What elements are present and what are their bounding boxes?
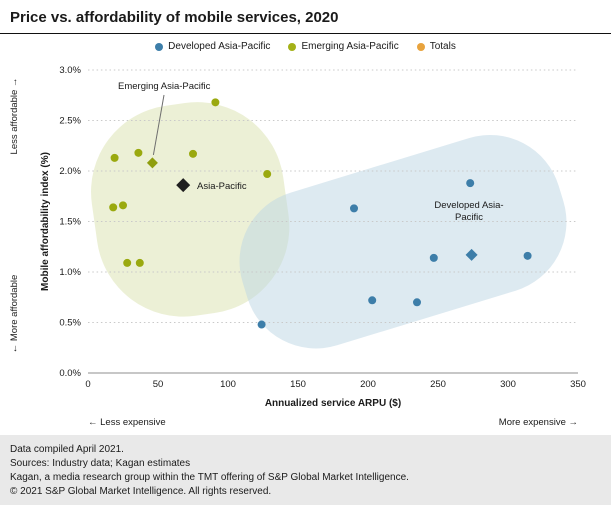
point-emerging-asia-pacific [134, 148, 143, 157]
total-marker-emerging-asia-pacific [146, 157, 158, 169]
legend-marker-emerging-icon [288, 42, 297, 51]
point-developed-asia-pacific [466, 179, 475, 188]
point-developed-asia-pacific [523, 251, 532, 260]
point-emerging-asia-pacific [119, 201, 127, 210]
point-developed-asia-pacific [368, 296, 377, 305]
total-marker-developed-asia-pacific [465, 248, 478, 261]
point-emerging-asia-pacific [135, 258, 144, 267]
x-tick-label: 50 [153, 379, 164, 390]
point-emerging-asia-pacific [123, 258, 132, 267]
x-axis-title: Annualized service ARPU ($) [265, 398, 401, 409]
x-axis-note-right: More expensive → [499, 417, 578, 428]
x-tick-label: 300 [500, 379, 516, 390]
y-axis-note-top: Less affordable → [9, 78, 20, 155]
point-emerging-asia-pacific [263, 170, 272, 179]
point-emerging-asia-pacific [109, 203, 118, 212]
y-axis-title: Mobile affordability index (%) [40, 152, 51, 291]
annotation-label: Pacific [455, 212, 483, 223]
legend-label-emerging: Emerging Asia-Pacific [301, 41, 399, 52]
total-marker-asia-pacific [176, 178, 191, 193]
footer-note-copyright: © 2021 S&P Global Market Intelligence. A… [10, 486, 272, 497]
x-tick-label: 150 [290, 379, 306, 390]
legend-label-totals: Totals [429, 41, 456, 52]
y-tick-label: 1.0% [59, 267, 81, 278]
legend-item-totals: Totals [416, 41, 456, 52]
x-tick-label: 350 [570, 379, 586, 390]
x-axis-note-left: ← Less expensive [88, 417, 166, 428]
chart-title: Price vs. affordability of mobile servic… [10, 9, 339, 26]
legend-item-developed-asia-pacific: Developed Asia-Pacific [155, 41, 270, 52]
scatter-plot-area: 0.0% 0.5% 1.0% 1.5% 2.0% 2.5% 3.0% 0 50 100 150 200… [0, 56, 611, 435]
y-tick-label: 0.0% [59, 368, 81, 379]
annotation-label: Developed Asia- [434, 200, 503, 211]
point-developed-asia-pacific [413, 298, 421, 307]
point-emerging-asia-pacific [189, 149, 197, 158]
y-axis-note-bottom: ← More affordable [9, 275, 20, 354]
y-tick-label: 2.0% [59, 166, 81, 177]
footer-note-sources: Sources: Industry data; Kagan estimates [10, 458, 191, 469]
footer-note-compiled: Data compiled April 2021. [10, 444, 124, 455]
x-tick-label: 250 [430, 379, 446, 390]
x-tick-label: 0 [85, 379, 90, 390]
legend-item-emerging-asia-pacific: Emerging Asia-Pacific [288, 41, 399, 52]
y-tick-label: 3.0% [59, 65, 81, 76]
y-tick-label: 2.5% [59, 116, 81, 127]
point-emerging-asia-pacific [110, 153, 119, 162]
legend-marker-developed-icon [155, 42, 164, 51]
scatter-plot-svg: 0.0% 0.5% 1.0% 1.5% 2.0% 2.5% 3.0% 0 50 100 150 200… [9, 65, 586, 428]
point-emerging-asia-pacific [211, 98, 220, 107]
region-developed-asia-pacific [239, 134, 567, 349]
footer-note-kagan: Kagan, a media research group within the… [10, 472, 409, 483]
chart-footer: Data compiled April 2021. Sources: Indus… [0, 435, 611, 505]
legend-marker-totals-icon [416, 42, 425, 51]
legend-label-developed: Developed Asia-Pacific [168, 41, 271, 52]
y-tick-label: 1.5% [59, 217, 81, 228]
chart-header: Price vs. affordability of mobile servic… [0, 0, 611, 34]
point-developed-asia-pacific [257, 320, 266, 329]
annotation-label: Emerging Asia-Pacific [118, 81, 211, 92]
point-developed-asia-pacific [429, 253, 438, 262]
y-tick-label: 0.5% [59, 318, 81, 329]
annotation-leader-line [152, 94, 165, 156]
x-tick-label: 200 [360, 379, 376, 390]
chart-legend: Developed Asia-Pacific Emerging Asia-Pac… [0, 34, 611, 56]
annotation-label: Asia-Pacific [197, 181, 247, 192]
point-developed-asia-pacific [350, 204, 358, 213]
x-tick-label: 100 [220, 379, 236, 390]
